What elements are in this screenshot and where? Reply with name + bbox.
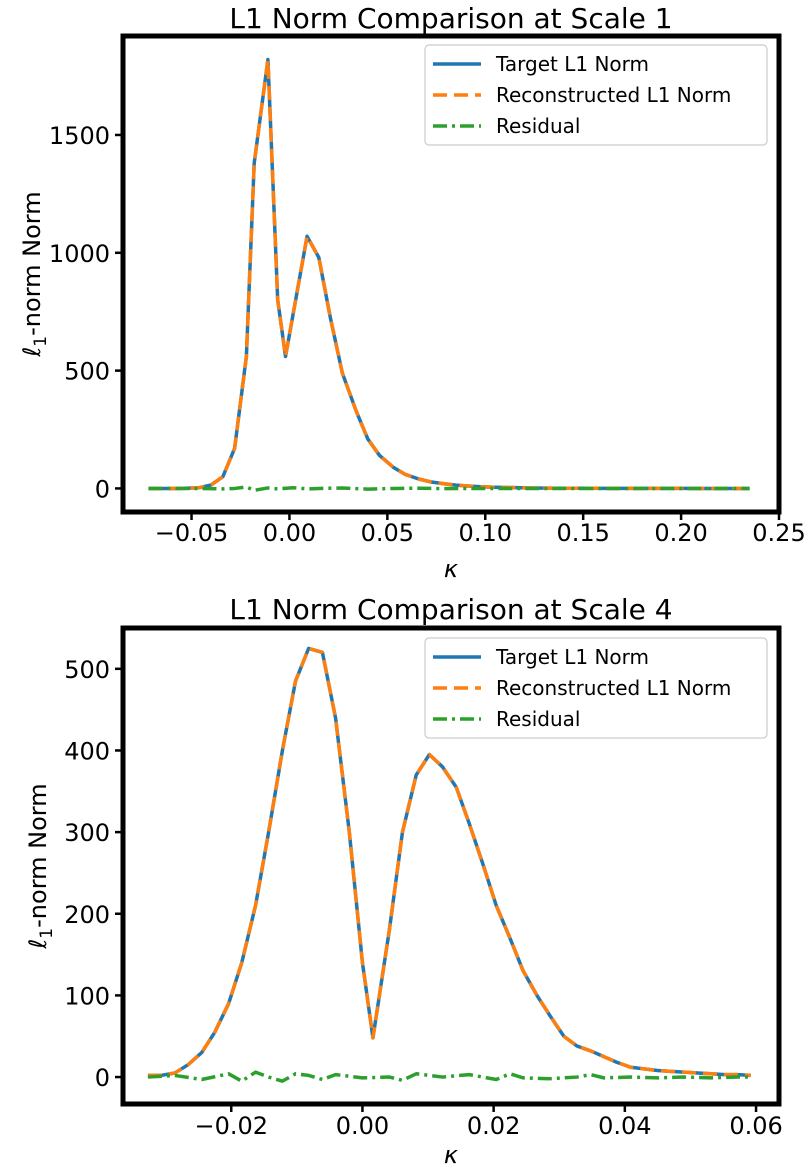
x-tick-label: 0.00 (263, 519, 316, 547)
x-axis-label: κ (444, 1141, 459, 1165)
plot-frame (120, 625, 782, 1107)
x-tick-label: −0.05 (155, 519, 229, 547)
y-tick-label: 200 (64, 901, 110, 929)
chart-title: L1 Norm Comparison at Scale 1 (229, 2, 672, 35)
chart-title: L1 Norm Comparison at Scale 4 (229, 593, 672, 626)
legend: Target L1 Norm Reconstructed L1 Norm Resid… (424, 637, 768, 739)
x-tick-label: 0.05 (361, 519, 414, 547)
y-tick-label: 0 (95, 475, 110, 503)
y-label-suffix: -norm Norm (18, 191, 46, 335)
x-tick-label: 0.20 (654, 519, 707, 547)
x-tick-label: 0.06 (729, 1112, 782, 1140)
legend-entry: Residual (496, 707, 580, 731)
y-label-subscript: 1 (37, 928, 57, 939)
series-line-residual (147, 1070, 751, 1083)
x-tick-label: 0.04 (598, 1112, 651, 1140)
legend-entry: Reconstructed L1 Norm (496, 676, 731, 700)
x-axis-label: κ (444, 555, 459, 583)
y-axis-label: ℓ1-norm Norm (18, 191, 51, 357)
y-tick-label: 1000 (49, 240, 110, 268)
y-tick-label: 300 (64, 819, 110, 847)
y-label-suffix: -norm Norm (24, 783, 52, 927)
y-tick-label: 0 (95, 1064, 110, 1092)
x-tick-label: −0.02 (194, 1112, 268, 1140)
y-tick-label: 100 (64, 982, 110, 1010)
series-line-residual (148, 485, 750, 493)
legend-entry: Reconstructed L1 Norm (496, 83, 731, 107)
y-tick-label: 400 (64, 737, 110, 765)
x-tick-label: 0.02 (467, 1112, 520, 1140)
y-tick-label: 1500 (49, 122, 110, 150)
plot-frame (120, 33, 782, 515)
y-tick-label: 500 (64, 358, 110, 386)
legend-entry: Target L1 Norm (495, 645, 649, 669)
x-tick-label: 0.00 (336, 1112, 389, 1140)
series-line-reconstructed-l1-norm (147, 646, 751, 1078)
x-tick-label: 0.10 (459, 519, 512, 547)
legend-entry: Target L1 Norm (495, 52, 649, 76)
chart-panel-2: L1 Norm Comparison at Scale 4 −0.02 0.00 0.… (24, 593, 783, 1165)
chart-panel-1: L1 Norm Comparison at Scale 1 −0.05 0.00 0.… (18, 2, 806, 583)
legend: Target L1 Norm Reconstructed L1 Norm Resid… (424, 44, 768, 146)
y-label-subscript: 1 (31, 336, 51, 347)
legend-entry: Residual (496, 114, 580, 138)
x-tick-label: 0.15 (556, 519, 609, 547)
legend-box (424, 637, 768, 739)
x-tick-label: 0.25 (752, 519, 805, 547)
y-axis-label: ℓ1-norm Norm (24, 783, 57, 949)
legend-box (424, 44, 768, 146)
y-tick-label: 500 (64, 656, 110, 684)
y-label-prefix: ℓ (24, 939, 52, 950)
y-label-prefix: ℓ (18, 347, 46, 358)
